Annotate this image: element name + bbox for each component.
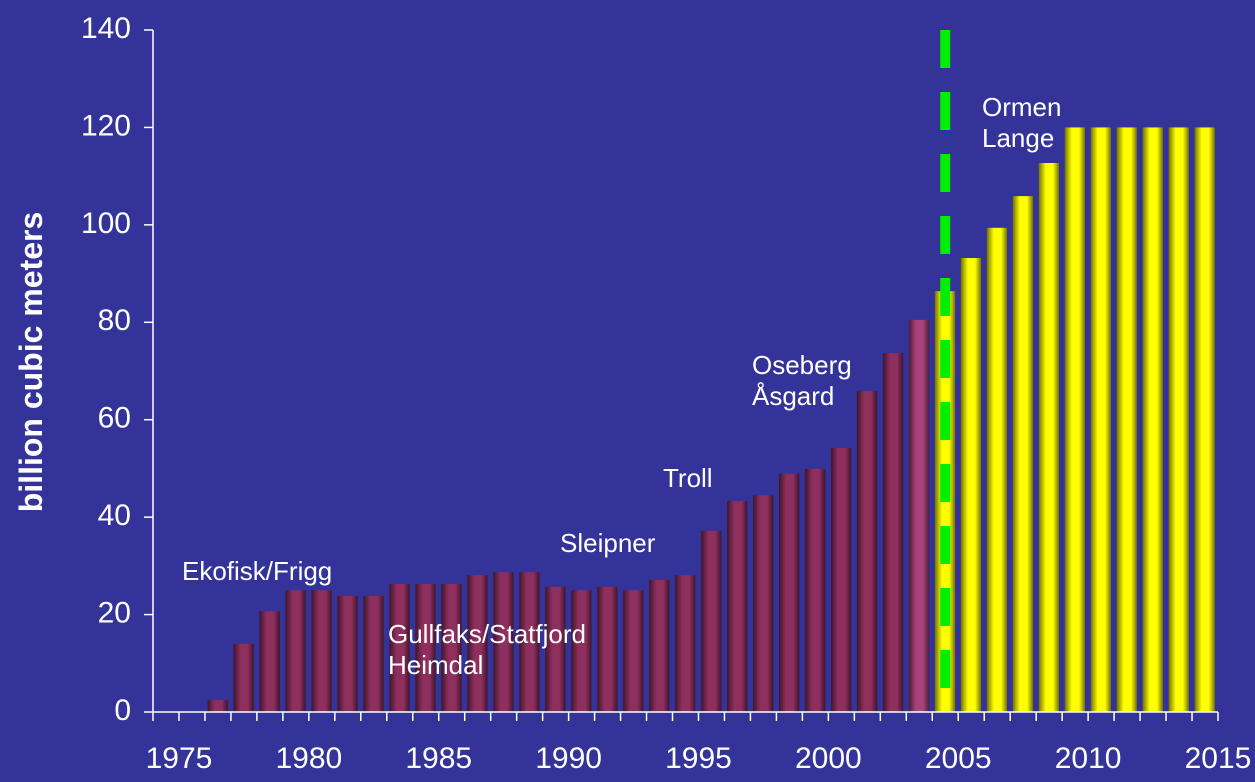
y-tick-label: 80 (98, 304, 131, 337)
x-tick-label: 1995 (665, 742, 732, 775)
x-tick-label: 1985 (405, 742, 472, 775)
x-tick-label: 1990 (535, 742, 602, 775)
bar (389, 583, 410, 712)
y-tick-label: 20 (98, 596, 131, 629)
y-tick-label: 100 (81, 207, 131, 240)
bar (1116, 127, 1137, 712)
bar (908, 319, 930, 712)
bar (1012, 196, 1034, 712)
y-axis-label: billion cubic meters (13, 212, 49, 513)
bar (960, 257, 982, 712)
bar (571, 590, 592, 712)
bar (1090, 127, 1111, 712)
bar (1168, 127, 1189, 712)
annotation: Ekofisk/Frigg (182, 556, 332, 586)
bar (415, 583, 436, 712)
bar (856, 390, 878, 712)
bar (467, 575, 488, 712)
annotation: Ormen (982, 92, 1061, 122)
bar (830, 447, 852, 712)
annotation: Sleipner (560, 528, 656, 558)
bar (363, 596, 384, 712)
x-tick-label: 1975 (146, 742, 213, 775)
bar (441, 583, 462, 712)
bar (675, 575, 696, 712)
bar (207, 699, 228, 712)
bar (545, 586, 566, 712)
bar (727, 501, 748, 712)
bar (623, 590, 644, 712)
bar (779, 473, 800, 712)
annotation: Åsgard (752, 381, 834, 411)
bar (285, 590, 306, 712)
bar (804, 468, 826, 712)
y-tick-label: 60 (98, 402, 131, 435)
x-tick-label: 1980 (275, 742, 342, 775)
bar (1038, 162, 1060, 713)
bar (337, 596, 358, 712)
bar (882, 352, 904, 712)
y-tick-label: 140 (81, 12, 131, 45)
bar (1194, 127, 1215, 712)
annotation: Heimdal (388, 650, 483, 680)
x-tick-label: 2000 (795, 742, 862, 775)
bar (519, 572, 540, 712)
y-tick-label: 120 (81, 109, 131, 142)
bar (1064, 127, 1086, 712)
annotation: Gullfaks/Statfjord (388, 619, 586, 649)
y-tick-label: 0 (114, 694, 131, 727)
bar (233, 643, 254, 712)
bar (311, 590, 332, 712)
bar (259, 611, 280, 712)
bar (649, 579, 670, 712)
annotation: Oseberg (752, 350, 852, 380)
bar (597, 586, 618, 712)
x-tick-label: 2015 (1185, 742, 1252, 775)
annotation: Lange (982, 123, 1054, 153)
annotation: Troll (663, 463, 713, 493)
bar (753, 495, 774, 712)
x-tick-label: 2005 (925, 742, 992, 775)
bar (701, 530, 722, 712)
bar (1142, 127, 1163, 712)
x-tick-label: 2010 (1055, 742, 1122, 775)
bar (493, 572, 514, 712)
bar (986, 227, 1008, 712)
y-tick-label: 40 (98, 499, 131, 532)
